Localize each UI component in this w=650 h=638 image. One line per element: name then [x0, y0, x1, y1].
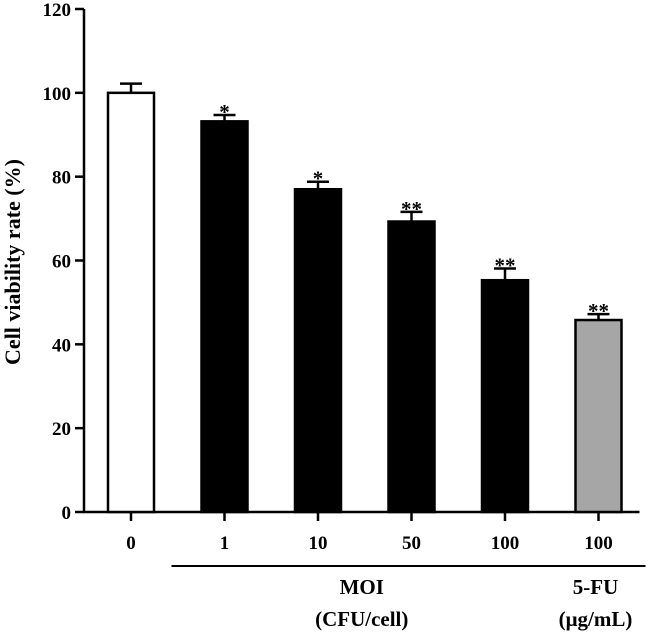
y-tick-label: 20: [52, 419, 71, 440]
y-tick-label: 80: [52, 168, 71, 189]
bars: [106, 91, 623, 514]
bar: [480, 278, 530, 514]
x-tick-label: 100: [584, 533, 613, 554]
y-tick-label: 100: [43, 84, 72, 105]
bar: [293, 187, 343, 514]
bar: [106, 91, 156, 514]
significance-marker: *: [219, 100, 230, 124]
group-label-line1: MOI: [340, 575, 384, 599]
y-axis-label: Cell viability rate (%): [0, 159, 25, 365]
y-tick-label: 120: [43, 0, 72, 21]
x-axis: 0 1 10 50 100 100: [83, 510, 640, 554]
y-tick-label: 40: [52, 335, 71, 356]
x-tick-label: 100: [491, 533, 520, 554]
x-tick-label: 10: [309, 533, 328, 554]
significance-marker: **: [588, 299, 609, 323]
significance-marker: *: [313, 167, 324, 191]
significance-markers: ********: [219, 100, 609, 323]
y-tick-label: 60: [52, 252, 71, 273]
significance-marker: **: [401, 197, 422, 221]
x-tick-label: 0: [126, 533, 136, 554]
group-label-line2: (μg/mL): [559, 607, 633, 631]
bar: [387, 220, 436, 514]
group-labels: MOI (CFU/cell) 5-FU (μg/mL): [171, 565, 646, 631]
group-label-line2: (CFU/cell): [315, 607, 408, 631]
x-tick-label: 1: [220, 533, 230, 554]
group-label-line1: 5-FU: [573, 575, 619, 599]
y-tick-label: 0: [62, 503, 72, 524]
bar: [200, 120, 249, 514]
error-bars: [120, 82, 610, 321]
bar: [574, 318, 623, 514]
y-axis: 0 20 40 60 80 100 120: [43, 0, 86, 524]
significance-marker: **: [495, 253, 516, 277]
x-tick-label: 50: [402, 533, 421, 554]
